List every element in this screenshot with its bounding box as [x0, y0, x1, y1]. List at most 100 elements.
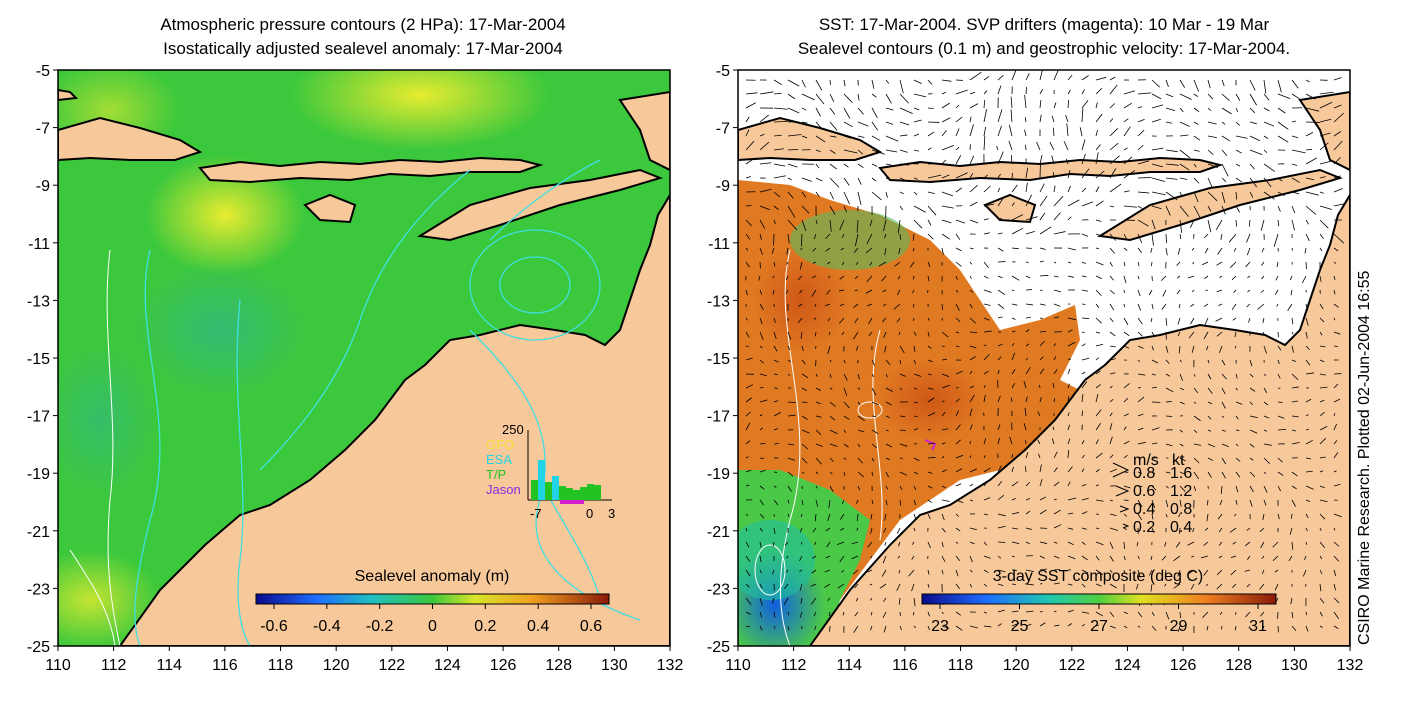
velocity-arrow	[871, 415, 877, 418]
velocity-arrow	[1204, 527, 1209, 531]
velocity-arrow	[1228, 233, 1237, 243]
velocity-arrow	[1221, 429, 1226, 432]
velocity-arrow	[1137, 160, 1150, 165]
velocity-arrow	[1245, 611, 1251, 618]
velocity-arrow	[1202, 611, 1209, 618]
velocity-arrow	[1095, 468, 1100, 473]
velocity-arrow	[1207, 205, 1212, 212]
velocity-arrow	[773, 261, 776, 267]
velocity-arrow	[969, 261, 973, 265]
velocity-arrow	[1249, 359, 1253, 367]
velocity-arrow	[955, 387, 959, 389]
velocity-arrow	[786, 261, 789, 265]
velocity-arrow	[1319, 485, 1325, 489]
velocity-arrow	[1305, 485, 1314, 490]
velocity-arrow	[997, 623, 1002, 627]
velocity-arrow	[801, 359, 806, 365]
velocity-arrow	[1081, 555, 1088, 561]
velocity-arrow	[1151, 303, 1154, 310]
velocity-arrow	[1011, 555, 1015, 558]
velocity-arrow	[1233, 247, 1237, 252]
velocity-arrow	[1053, 212, 1061, 221]
velocity-arrow	[1053, 316, 1060, 319]
velocity-arrow	[1109, 261, 1113, 267]
velocity-arrow	[1291, 79, 1299, 89]
velocity-arrow	[857, 401, 861, 406]
velocity-arrow	[1291, 177, 1301, 183]
velocity-arrow	[1067, 412, 1070, 417]
velocity-arrow	[1011, 481, 1019, 487]
speed-legend: m/s kt 0.8 1.6 0.6 1.2 0.4 0.8 0.2 0.4	[1112, 452, 1192, 536]
velocity-arrow	[1067, 261, 1072, 264]
velocity-arrow	[1176, 261, 1181, 266]
velocity-arrow	[745, 129, 750, 137]
velocity-arrow	[815, 373, 818, 377]
velocity-arrow	[1305, 398, 1312, 403]
velocity-arrow	[941, 569, 944, 575]
velocity-arrow	[899, 79, 904, 94]
velocity-arrow	[759, 625, 763, 631]
velocity-arrow	[1193, 149, 1200, 152]
velocity-arrow	[927, 275, 930, 282]
velocity-arrow	[773, 175, 787, 179]
velocity-arrow	[745, 397, 752, 403]
velocity-arrow	[829, 163, 837, 170]
velocity-arrow	[773, 345, 778, 352]
velocity-arrow	[745, 384, 754, 389]
velocity-arrow	[1235, 191, 1238, 200]
velocity-arrow	[1207, 401, 1213, 405]
velocity-arrow	[1151, 205, 1162, 210]
velocity-arrow	[1137, 275, 1140, 280]
right-y-tick-label: -9	[716, 178, 730, 195]
velocity-arrow	[1277, 387, 1281, 389]
right-x-tick-label: 116	[892, 657, 918, 674]
velocity-arrow	[1231, 275, 1237, 281]
velocity-arrow	[941, 247, 944, 255]
velocity-arrow	[983, 136, 986, 151]
velocity-arrow	[969, 483, 974, 487]
velocity-arrow	[801, 135, 808, 139]
velocity-arrow	[1263, 373, 1267, 377]
velocity-arrow	[1203, 541, 1209, 547]
velocity-arrow	[1137, 513, 1142, 521]
velocity-arrow	[893, 303, 901, 310]
velocity-arrow	[1179, 401, 1185, 405]
velocity-arrow	[871, 457, 875, 462]
velocity-arrow	[941, 130, 947, 137]
velocity-arrow	[1247, 289, 1251, 293]
velocity-arrow	[969, 468, 978, 473]
inset-bar-7	[573, 490, 580, 500]
velocity-arrow	[1291, 499, 1296, 507]
velocity-arrow	[1053, 231, 1066, 235]
altimeter-inset: 250 GFO ESA T/P Jason -7 0 3	[486, 422, 615, 521]
velocity-arrow	[1263, 149, 1268, 153]
velocity-arrow	[827, 597, 831, 601]
velocity-arrow	[955, 146, 960, 151]
velocity-arrow	[1333, 203, 1344, 207]
velocity-arrow	[1188, 569, 1195, 575]
velocity-arrow	[1025, 396, 1028, 403]
velocity-arrow	[1067, 275, 1075, 278]
velocity-arrow	[983, 481, 988, 487]
velocity-arrow	[1123, 170, 1136, 179]
velocity-arrow	[1051, 115, 1055, 123]
velocity-arrow	[812, 261, 817, 264]
velocity-arrow	[1206, 499, 1209, 506]
velocity-arrow	[1067, 623, 1072, 627]
velocity-arrow	[1333, 611, 1339, 619]
velocity-arrow	[882, 289, 887, 293]
velocity-arrow	[1319, 247, 1323, 252]
velocity-arrow	[1011, 214, 1024, 221]
velocity-arrow	[1109, 103, 1115, 109]
velocity-arrow	[1249, 79, 1256, 91]
velocity-arrow	[1051, 438, 1055, 445]
velocity-arrow	[1137, 441, 1146, 445]
velocity-arrow	[1137, 144, 1144, 151]
velocity-arrow	[759, 469, 766, 473]
velocity-arrow	[1037, 439, 1041, 445]
velocity-arrow	[800, 597, 803, 604]
velocity-arrow	[1230, 555, 1237, 559]
velocity-arrow	[787, 414, 796, 417]
velocity-arrow	[997, 480, 1003, 487]
velocity-arrow	[1333, 289, 1336, 295]
